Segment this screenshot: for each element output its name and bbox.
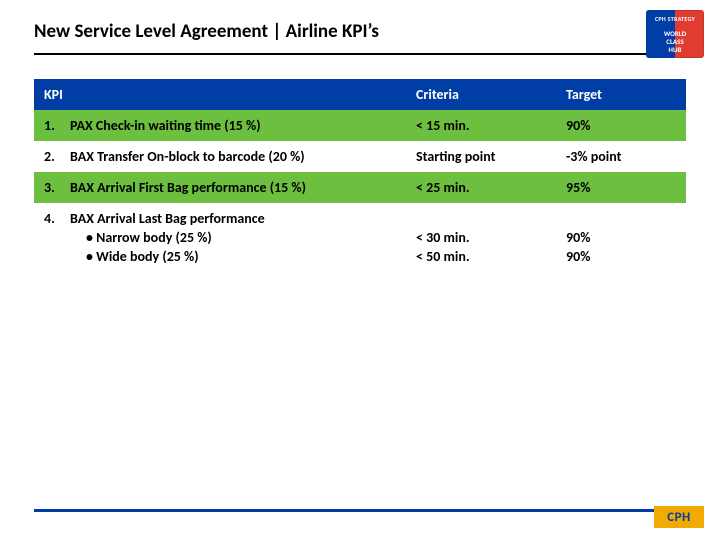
kpi-sub-bullets: Narrow body (25 %) Wide body (25 %) [70,229,396,267]
cph-logo: CPH [654,506,704,528]
row-number: 2. [34,141,60,172]
footer-rule [34,509,686,512]
target-cell: 90% 90% [556,203,686,277]
col-header-criteria: Criteria [406,79,556,110]
slide: New Service Level Agreement | Airline KP… [0,0,720,540]
target-cell: 95% [556,172,686,203]
kpi-cell: PAX Check-in waiting time (15 %) [60,110,406,141]
kpi-table: KPI Criteria Target 1. PAX Check-in wait… [34,79,686,277]
col-header-target: Target [556,79,686,110]
target-sub: 90% [566,229,676,248]
world-class-hub-logo: CPH STRATEGY WORLD CLASS HUB [646,10,704,58]
table-row: 2. BAX Transfer On-block to barcode (20 … [34,141,686,172]
page-title: New Service Level Agreement | Airline KP… [34,20,379,43]
header: New Service Level Agreement | Airline KP… [34,20,686,43]
table-header-row: KPI Criteria Target [34,79,686,110]
criteria-cell: < 30 min. < 50 min. [406,203,556,277]
table-row: 1. PAX Check-in waiting time (15 %) < 15… [34,110,686,141]
target-cell: 90% [556,110,686,141]
target-sub: 90% [566,248,676,267]
kpi-sub-item: Wide body (25 %) [86,248,396,267]
kpi-cell: BAX Transfer On-block to barcode (20 %) [60,141,406,172]
criteria-cell: < 25 min. [406,172,556,203]
row-number: 1. [34,110,60,141]
criteria-sub: < 50 min. [416,248,546,267]
target-cell: -3% point [556,141,686,172]
row-number: 3. [34,172,60,203]
title-rule [34,53,686,55]
row-number: 4. [34,203,60,277]
col-header-kpi: KPI [34,79,406,110]
logo-top-line2: WORLD CLASS HUB [646,30,704,54]
kpi-main-label: BAX Arrival Last Bag performance [70,210,265,227]
kpi-sub-item: Narrow body (25 %) [86,229,396,248]
table-row: 3. BAX Arrival First Bag performance (15… [34,172,686,203]
criteria-sub: < 30 min. [416,229,546,248]
kpi-cell: BAX Arrival Last Bag performance Narrow … [60,203,406,277]
table-row: 4. BAX Arrival Last Bag performance Narr… [34,203,686,277]
logo-top-line1: CPH STRATEGY [646,16,704,23]
kpi-cell: BAX Arrival First Bag performance (15 %) [60,172,406,203]
footer [34,509,686,512]
criteria-cell: < 15 min. [406,110,556,141]
criteria-cell: Starting point [406,141,556,172]
